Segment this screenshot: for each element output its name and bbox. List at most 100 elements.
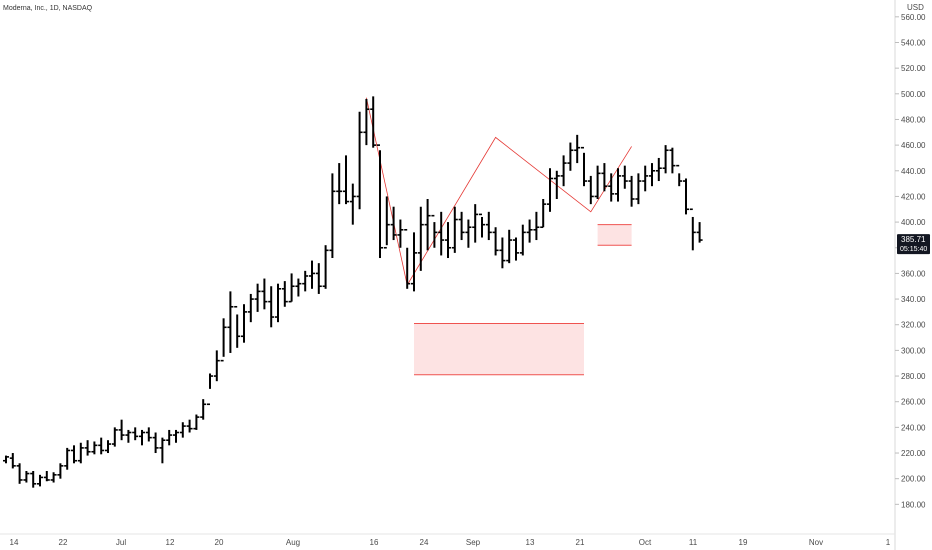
ohlc-bar [689,208,696,251]
x-tick-label: 16 [370,538,379,547]
ohlc-bar [621,165,628,189]
ohlc-bar [281,281,288,307]
ohlc-bar [71,445,77,464]
x-tick-label: 14 [10,538,19,547]
ohlc-bar [227,291,234,353]
x-tick-label: Sep [466,538,481,547]
ohlc-bar [363,98,370,146]
ohlc-bar [533,211,540,241]
ohlc-bar [77,442,84,464]
ohlc-bar [594,165,601,200]
ohlc-bar [458,211,465,241]
x-tick-label: 20 [215,538,224,547]
ohlc-bar [166,429,173,446]
ohlc-bar [642,165,649,192]
ohlc-bar [261,278,268,310]
ohlc-bar [9,453,16,469]
ohlc-bar [23,470,30,483]
ohlc-bar [132,427,139,441]
ohlc-bar [234,305,241,348]
current-price-tag-background [897,234,930,255]
demand-zone-1 [414,323,584,375]
ohlc-bar [336,163,343,205]
ohlc-bar [649,163,655,187]
ohlc-bar [390,206,397,241]
time-axis[interactable]: 14 22 Jul 12 20 Aug 16 24 Sep 13 21 Oct 11 19 Nov 1 [0,533,895,547]
ohlc-bar [213,350,220,382]
ohlc-bar [179,422,186,438]
ohlc-bar [91,441,98,455]
ohlc-bar [438,211,445,256]
y-tick-label: 220.00 [901,449,926,458]
y-tick-label: 200.00 [901,475,926,484]
y-tick-label: 180.00 [901,500,926,509]
ohlc-bar [472,204,479,243]
ohlc-bar [581,146,587,187]
ohlc-bar [111,427,118,447]
y-tick-label: 500.00 [901,90,926,99]
ohlc-bar [30,470,37,488]
y-tick-label: 280.00 [901,372,926,381]
currency-label: USD [907,3,924,12]
ohlc-bar [424,199,431,251]
current-price-value: 385.71 [901,235,926,244]
y-tick-label: 320.00 [901,321,926,330]
ohlc-bar [145,427,152,442]
ohlc-bar [451,206,458,253]
x-tick-label: Jul [116,538,126,547]
ohlc-bar [220,318,227,362]
ohlc-bar [465,219,472,248]
ohlc-bar [356,111,363,210]
demand-zones [414,224,632,376]
ohlc-bar [3,455,9,464]
y-tick-label: 440.00 [901,167,926,176]
ohlc-bar [329,173,336,259]
x-tick-label: 21 [576,538,585,547]
y-tick-label: 300.00 [901,346,926,355]
ohlc-bar [16,463,23,484]
ohlc-bar [118,419,125,441]
ohlc-bar [513,237,519,261]
ohlc-bar [628,175,635,207]
ohlc-bar [98,437,105,455]
ohlc-bar [574,134,581,164]
x-tick-label: 22 [59,538,68,547]
ohlc-bar [526,219,533,243]
ohlc-bar [519,224,526,256]
ohlc-bar [64,447,71,470]
ohlc-bar [696,222,703,243]
x-tick-label: 13 [526,538,535,547]
ohlc-bar [125,429,132,443]
y-tick-label: 240.00 [901,423,926,432]
ohlc-bar [676,164,683,187]
ohlc-bar [492,227,499,256]
x-tick-label: Aug [286,538,300,547]
ohlc-bar [247,293,254,323]
x-tick-label: Oct [639,538,652,547]
ohlc-bar [302,270,309,292]
ohlc-bar [377,144,383,259]
ohlc-bar [186,419,193,433]
ohlc-bar [152,432,159,454]
ohlc-bar [207,373,213,406]
ohlc-bar [553,170,560,200]
ohlc-bar [683,178,689,215]
y-tick-label: 400.00 [901,218,926,227]
ohlc-bar [193,414,200,430]
ohlc-bar [431,214,438,248]
ohlc-bar [560,155,567,187]
ohlc-bar [200,399,207,420]
ohlc-bar [547,168,553,212]
x-tick-label: 11 [689,538,698,547]
y-tick-label: 560.00 [901,13,926,22]
ohlc-bar [254,283,261,312]
ohlc-bar [540,199,547,229]
x-tick-label: 1 [886,538,891,547]
x-tick-label: 19 [739,538,748,547]
chart-title: Moderna, Inc., 1D, NASDAQ [3,5,93,12]
x-tick-label: Nov [809,538,823,547]
current-price-tag: 385.71 05:15:40 [897,234,930,255]
ohlc-bar [479,213,485,238]
y-tick-label: 460.00 [901,141,926,150]
